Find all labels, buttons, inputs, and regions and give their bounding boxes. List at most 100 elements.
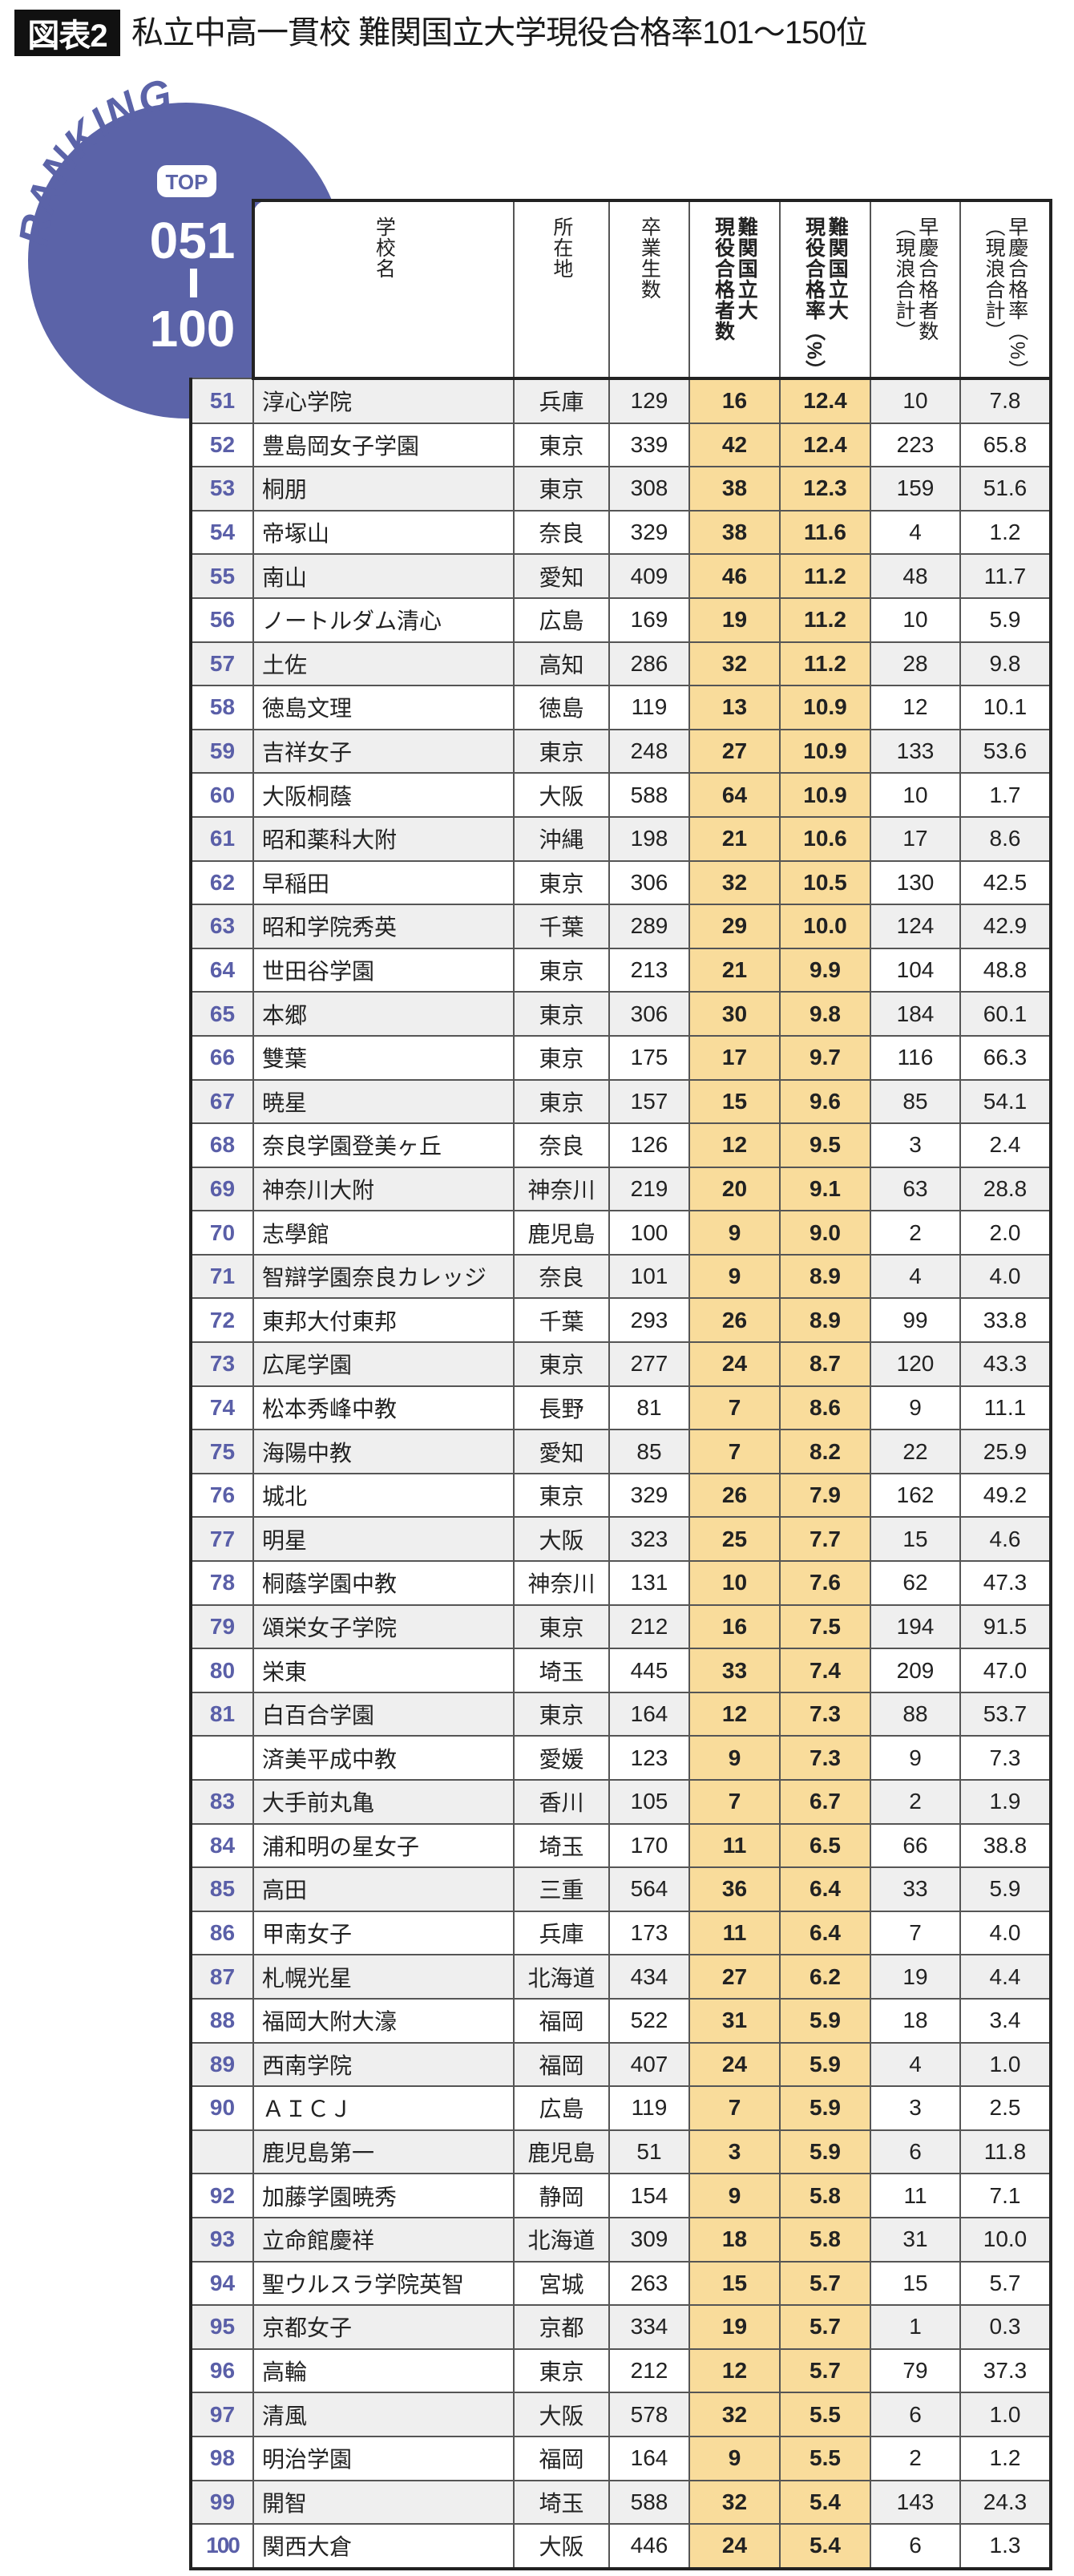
- rate-cell: 11.2: [779, 641, 871, 687]
- rank-cell: 88: [189, 1997, 254, 2044]
- table-row: 72 東邦大付東邦 千葉 293 26 8.9 99 33.8: [189, 1297, 1052, 1344]
- table-row: 96 高輪 東京 212 12 5.7 79 37.3: [189, 2348, 1052, 2394]
- location-cell: 埼玉: [513, 2479, 610, 2525]
- soukei-cell: 19: [870, 1954, 961, 2000]
- graduates-cell: 119: [608, 685, 690, 730]
- rank-cell: 55: [189, 553, 254, 599]
- passers-cell: 12: [688, 1691, 781, 1737]
- soukei-rate-cell: 2.5: [959, 2085, 1052, 2131]
- soukei-cell: 1: [870, 2304, 961, 2350]
- soukei-rate-cell: 91.5: [959, 1603, 1052, 1650]
- soukei-cell: 28: [870, 641, 961, 687]
- rate-cell: 6.4: [779, 1866, 871, 1912]
- soukei-cell: 194: [870, 1603, 961, 1650]
- soukei-cell: 63: [870, 1166, 961, 1212]
- table-row: 93 立命館慶祥 北海道 309 18 5.8 31 10.0: [189, 2216, 1052, 2263]
- graduates-cell: 131: [608, 1560, 690, 1606]
- soukei-rate-cell: 0.3: [959, 2304, 1052, 2350]
- rank-cell: 56: [189, 596, 254, 643]
- table-row: 81 白百合学園 東京 164 12 7.3 88 53.7: [189, 1691, 1052, 1737]
- passers-cell: 3: [688, 2129, 781, 2175]
- rank-cell: 76: [189, 1472, 254, 1519]
- school-name-cell: 豊島岡女子学園: [252, 422, 515, 468]
- soukei-rate-cell: 48.8: [959, 947, 1052, 993]
- passers-cell: 19: [688, 2304, 781, 2350]
- table-row: 67 暁星 東京 157 15 9.6 85 54.1: [189, 1078, 1052, 1125]
- school-name-cell: 早稲田: [252, 859, 515, 906]
- passers-cell: 42: [688, 422, 781, 468]
- table-row: 90 ＡＩＣＪ 広島 119 7 5.9 3 2.5: [189, 2085, 1052, 2131]
- top-label: TOP: [166, 170, 208, 194]
- graduates-cell: 588: [608, 2479, 690, 2525]
- location-cell: 静岡: [513, 2173, 610, 2218]
- soukei-rate-cell: 25.9: [959, 1429, 1052, 1474]
- graduates-cell: 407: [608, 2041, 690, 2088]
- school-name-cell: 清風: [252, 2392, 515, 2437]
- passers-cell: 32: [688, 2392, 781, 2437]
- soukei-rate-cell: 9.8: [959, 641, 1052, 687]
- rate-cell: 5.7: [779, 2260, 871, 2307]
- location-cell: 埼玉: [513, 1648, 610, 1693]
- location-cell: 奈良: [513, 1253, 610, 1300]
- school-name-cell: 奈良学園登美ヶ丘: [252, 1122, 515, 1168]
- soukei-cell: 3: [870, 1122, 961, 1168]
- rate-cell: 7.4: [779, 1648, 871, 1693]
- rate-cell: 5.9: [779, 2085, 871, 2131]
- table-row: 95 京都女子 京都 334 19 5.7 1 0.3: [189, 2304, 1052, 2350]
- table-row: 94 聖ウルスラ学院英智 宮城 263 15 5.7 15 5.7: [189, 2260, 1052, 2307]
- graduates-cell: 289: [608, 904, 690, 949]
- soukei-rate-cell: 47.3: [959, 1560, 1052, 1606]
- passers-cell: 12: [688, 1122, 781, 1168]
- rank-cell: 68: [189, 1122, 254, 1168]
- table-row: 62 早稲田 東京 306 32 10.5 130 42.5: [189, 859, 1052, 906]
- graduates-cell: 434: [608, 1954, 690, 2000]
- school-name-cell: 土佐: [252, 641, 515, 687]
- location-cell: 愛媛: [513, 1735, 610, 1781]
- passers-cell: 9: [688, 1735, 781, 1781]
- rate-cell: 6.4: [779, 1910, 871, 1956]
- soukei-rate-cell: 3.4: [959, 1997, 1052, 2044]
- soukei-cell: 11: [870, 2173, 961, 2218]
- graduates-cell: 123: [608, 1735, 690, 1781]
- soukei-cell: 10: [870, 596, 961, 643]
- graduates-cell: 445: [608, 1648, 690, 1693]
- rate-cell: 5.8: [779, 2216, 871, 2263]
- graduates-cell: 175: [608, 1034, 690, 1081]
- soukei-cell: 10: [870, 772, 961, 818]
- table-row: 97 清風 大阪 578 32 5.5 6 1.0: [189, 2392, 1052, 2437]
- location-cell: 大阪: [513, 1516, 610, 1563]
- soukei-rate-cell: 1.2: [959, 509, 1052, 556]
- soukei-cell: 223: [870, 422, 961, 468]
- soukei-rate-cell: 8.6: [959, 815, 1052, 862]
- school-name-cell: 加藤学園暁秀: [252, 2173, 515, 2218]
- school-name-cell: 桐朋: [252, 466, 515, 512]
- figure-label: 図表2: [14, 10, 120, 56]
- rank-cell: 54: [189, 509, 254, 556]
- passers-cell: 36: [688, 1866, 781, 1912]
- table-row: 52 豊島岡女子学園 東京 339 42 12.4 223 65.8: [189, 422, 1052, 468]
- table-row: 83 大手前丸亀 香川 105 7 6.7 2 1.9: [189, 1779, 1052, 1825]
- school-name-cell: 浦和明の星女子: [252, 1822, 515, 1869]
- location-cell: 東京: [513, 1691, 610, 1737]
- rank-cell: 62: [189, 859, 254, 906]
- location-cell: 東京: [513, 1472, 610, 1519]
- location-cell: 長野: [513, 1385, 610, 1431]
- rate-cell: 9.0: [779, 1210, 871, 1256]
- rate-cell: 9.9: [779, 947, 871, 993]
- soukei-cell: 6: [870, 2129, 961, 2175]
- table-row: 済美平成中教 愛媛 123 9 7.3 9 7.3: [189, 1735, 1052, 1781]
- soukei-rate-cell: 4.4: [959, 1954, 1052, 2000]
- soukei-rate-cell: 11.7: [959, 553, 1052, 599]
- passers-cell: 13: [688, 685, 781, 730]
- school-name-cell: 徳島文理: [252, 685, 515, 730]
- soukei-cell: 79: [870, 2348, 961, 2394]
- graduates-cell: 51: [608, 2129, 690, 2175]
- table-row: 92 加藤学園暁秀 静岡 154 9 5.8 11 7.1: [189, 2173, 1052, 2218]
- range-separator: [190, 269, 197, 297]
- graduates-cell: 323: [608, 1516, 690, 1563]
- soukei-cell: 6: [870, 2523, 961, 2570]
- table-row: 56 ノートルダム清心 広島 169 19 11.2 10 5.9: [189, 596, 1052, 643]
- soukei-rate-cell: 38.8: [959, 1822, 1052, 1869]
- passers-cell: 25: [688, 1516, 781, 1563]
- soukei-rate-cell: 51.6: [959, 466, 1052, 512]
